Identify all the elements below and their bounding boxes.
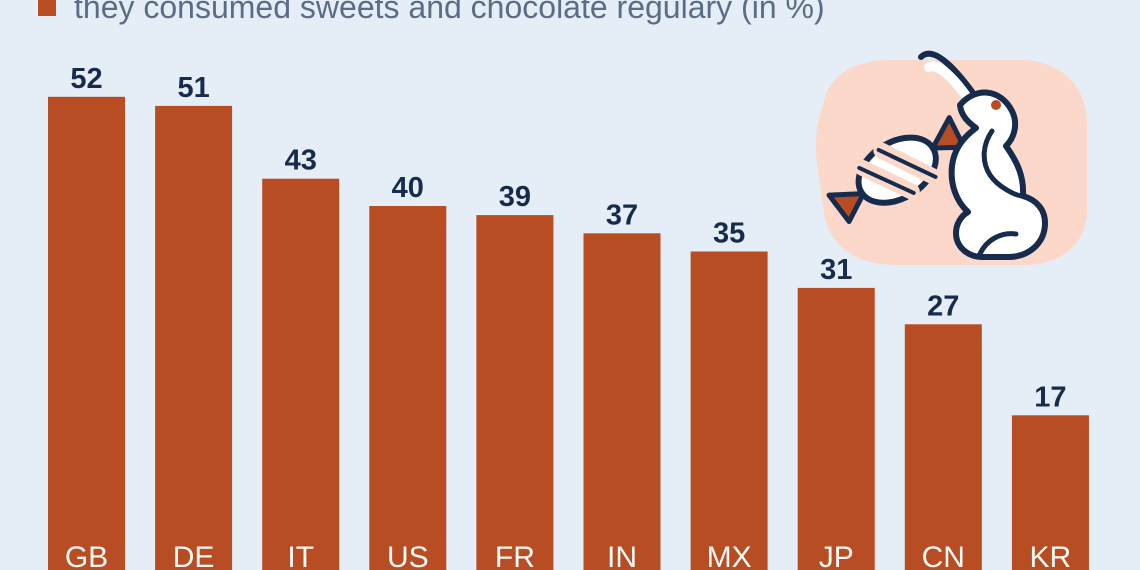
chocolate-bunny-icon — [918, 50, 1048, 260]
bar-us — [369, 206, 447, 570]
value-label-mx: 35 — [713, 218, 745, 250]
bar-kr — [1011, 415, 1089, 570]
value-label-it: 43 — [285, 145, 317, 177]
category-label-kr: KR — [1030, 541, 1072, 570]
bunny-body-line — [981, 128, 1026, 199]
value-label-jp: 31 — [820, 254, 852, 286]
bar-in — [583, 233, 661, 570]
bar-mx — [690, 251, 768, 570]
bar-jp — [797, 287, 875, 570]
candy-chocolate-bunny-icon — [815, 50, 1087, 265]
bar-de — [155, 105, 233, 570]
bunny-eye — [991, 100, 1001, 110]
legend-swatch — [38, 0, 56, 16]
bunny-foot-line — [976, 231, 1019, 259]
candy-stripe-outline — [857, 147, 938, 195]
category-label-de: DE — [173, 541, 215, 570]
candy-left-wrapper — [826, 191, 866, 225]
bunny-body — [948, 89, 1048, 260]
bar-gb — [48, 96, 125, 570]
labels-layer: 52 GB 51 DE 43 IT 40 US 39 FR 37 IN 35 MX 31 JP 27 CN 17 KR — [65, 63, 1071, 570]
category-label-cn: CN — [922, 541, 965, 570]
bunny-ear — [918, 50, 981, 103]
category-label-mx: MX — [707, 541, 752, 570]
bar-it — [262, 178, 340, 570]
category-label-gb: GB — [65, 541, 108, 570]
category-label-fr: FR — [495, 541, 535, 570]
value-label-gb: 52 — [70, 63, 102, 95]
value-label-de: 51 — [177, 72, 209, 104]
candy-right-wrapper — [930, 115, 967, 151]
value-label-in: 37 — [606, 199, 638, 231]
bar-fr — [476, 215, 554, 570]
legend-label: they consumed sweets and chocolate regul… — [74, 0, 825, 25]
category-label-jp: JP — [819, 541, 854, 570]
chart-legend: they consumed sweets and chocolate regul… — [38, 0, 825, 30]
category-label-it: IT — [287, 541, 314, 570]
category-label-in: IN — [607, 541, 637, 570]
value-label-us: 40 — [392, 172, 424, 204]
value-label-fr: 39 — [499, 181, 531, 213]
candy-icon — [826, 115, 967, 225]
bars-layer — [48, 96, 1089, 570]
bar-cn — [904, 324, 982, 570]
category-label-us: US — [387, 541, 429, 570]
value-label-kr: 17 — [1034, 381, 1066, 413]
value-label-cn: 27 — [927, 290, 959, 322]
